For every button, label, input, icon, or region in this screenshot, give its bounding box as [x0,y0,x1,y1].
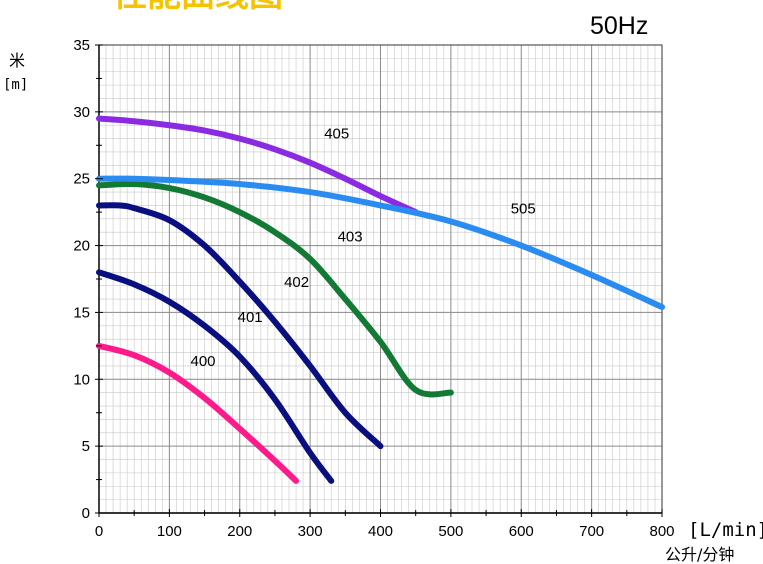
y-axis-unit: [m] [3,77,28,93]
y-tick-label: 0 [82,505,90,522]
curve-label-505: 505 [511,200,536,217]
x-axis-unit: [L/min] [688,519,763,541]
x-tick-label: 600 [509,523,534,540]
y-tick-label: 25 [73,171,90,188]
x-tick-label: 800 [649,523,674,540]
curve-400 [96,342,300,484]
curve-402 [96,202,384,450]
curve-label-400: 400 [190,353,215,370]
curve-labels: 400 401 402 403 405 505 [190,126,535,370]
x-tick-label: 100 [157,523,182,540]
curve-505 [96,175,665,311]
y-tick-label: 20 [73,238,90,255]
axis-ticks: 0 100 200 300 400 500 600 700 800 0 5 10 15 20 25 30 35 [73,37,674,540]
x-axis-label: 公升/分钟 [665,545,734,564]
curve-label-403: 403 [338,229,363,246]
x-tick-label: 200 [227,523,252,540]
y-tick-label: 30 [73,104,90,121]
curve-label-405: 405 [324,126,349,143]
x-tick-label: 700 [579,523,604,540]
curve-label-401: 401 [238,309,263,326]
chart-title: 性能曲线图 [113,0,283,15]
y-tick-label: 5 [82,438,90,455]
curve-403 [96,180,454,398]
y-tick-label: 15 [73,304,90,321]
x-tick-label: 0 [95,523,103,540]
pump-curves [96,115,665,484]
x-tick-label: 300 [298,523,323,540]
x-tick-label: 500 [438,523,463,540]
x-tick-label: 400 [368,523,393,540]
y-tick-label: 35 [73,37,90,54]
curve-401 [96,269,335,484]
y-axis-label: 米 [9,51,25,70]
curve-405 [96,115,419,216]
curve-label-402: 402 [284,274,309,291]
y-tick-label: 10 [73,371,90,388]
frequency-label: 50Hz [590,12,648,40]
